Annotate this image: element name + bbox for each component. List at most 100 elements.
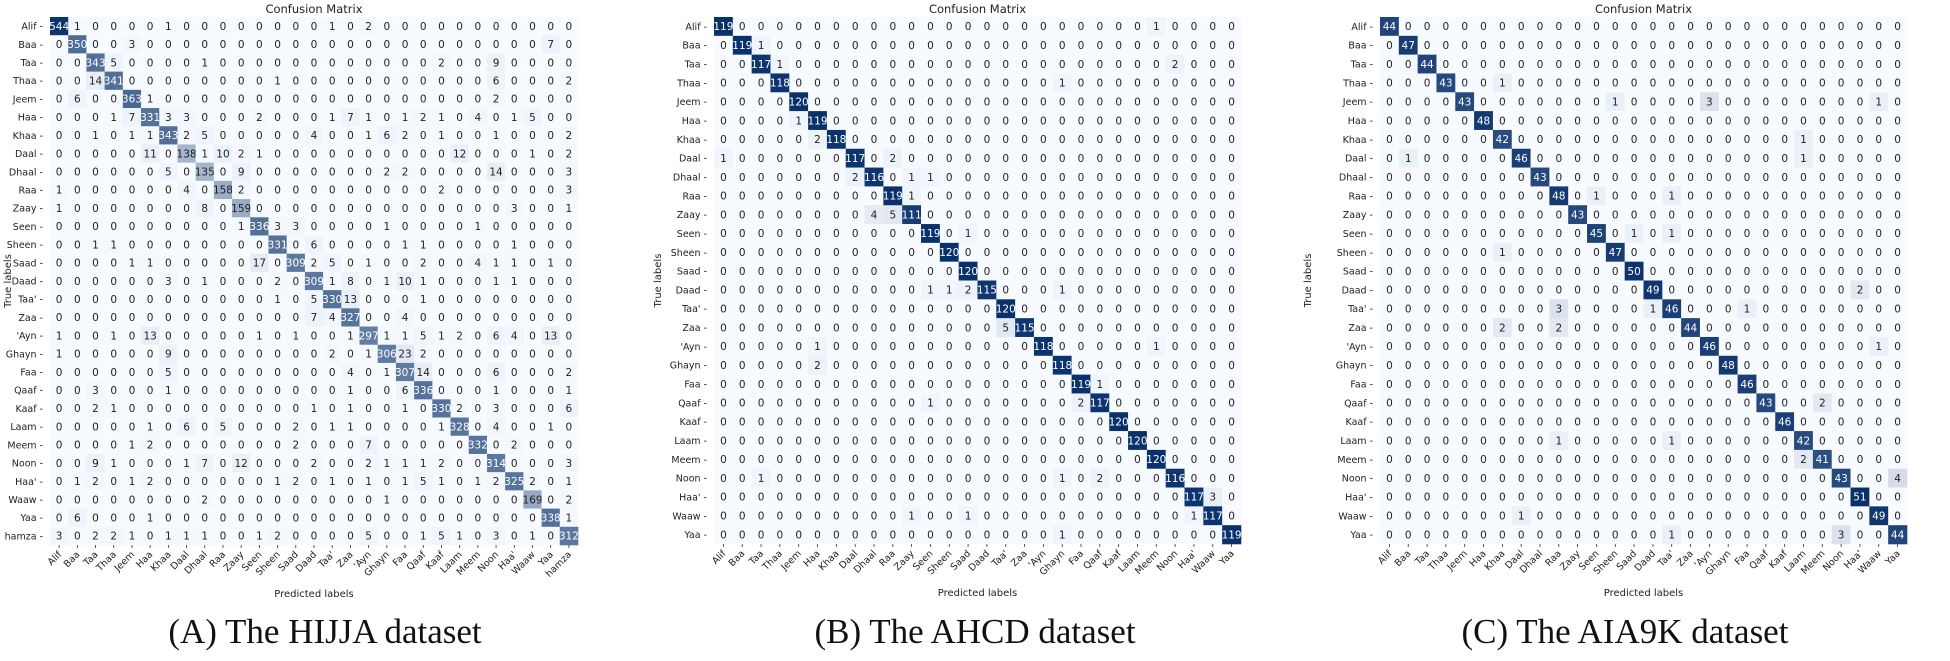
- heatmap-cell: [902, 17, 922, 37]
- heatmap-cell: [883, 73, 903, 93]
- cell-value: 0: [1228, 78, 1235, 90]
- cell-value: 0: [833, 529, 840, 541]
- heatmap-cell: [864, 318, 884, 338]
- heatmap-cell: [1831, 525, 1851, 545]
- heatmap-cell: [902, 242, 922, 262]
- heatmap-cell: [808, 374, 828, 394]
- heatmap-cell: [1015, 111, 1035, 131]
- cell-value: 0: [1537, 115, 1544, 127]
- heatmap-cell: [1109, 205, 1129, 225]
- heatmap-cell: [1511, 355, 1531, 375]
- cell-value: 0: [777, 96, 784, 108]
- heatmap-cell: [921, 35, 941, 55]
- cell-value: 0: [1518, 322, 1525, 334]
- heatmap-cell: [195, 235, 215, 254]
- heatmap-cell: [864, 242, 884, 262]
- cell-value: 0: [1021, 209, 1028, 221]
- heatmap-cell: [1015, 35, 1035, 55]
- heatmap-cell: [1737, 111, 1757, 131]
- heatmap-cell: [177, 108, 196, 127]
- cell-value: 328: [450, 421, 470, 433]
- cell-value: 0: [889, 59, 896, 71]
- heatmap-cell: [1128, 506, 1148, 526]
- heatmap-cell: [1605, 73, 1625, 93]
- heatmap-cell: [1831, 280, 1851, 300]
- cell-value: 1: [511, 239, 518, 251]
- cell-value: 0: [110, 349, 117, 361]
- heatmap-cell: [1888, 148, 1908, 168]
- cell-value: 0: [965, 153, 972, 165]
- heatmap-cell: [1699, 167, 1720, 187]
- cell-value: 0: [74, 258, 81, 270]
- heatmap-cell: [377, 126, 397, 145]
- cell-value: 0: [777, 247, 784, 259]
- cell-value: 0: [1386, 59, 1393, 71]
- heatmap-cell: [1718, 336, 1738, 357]
- cell-value: 0: [1405, 416, 1412, 428]
- heatmap-cell: [1549, 17, 1569, 37]
- heatmap-cell: [1812, 186, 1833, 206]
- cell-value: 1: [183, 458, 190, 470]
- cell-value: 0: [438, 203, 445, 215]
- cell-value: 6: [566, 403, 573, 415]
- heatmap-cell: [1831, 35, 1851, 55]
- cell-value: 0: [110, 512, 117, 524]
- heatmap-cell: [1146, 17, 1167, 37]
- heatmap-cell: [141, 490, 160, 509]
- heatmap-cell: [1850, 186, 1870, 206]
- cell-value: 4: [183, 185, 190, 197]
- heatmap-cell: [268, 199, 287, 218]
- cell-value: 0: [984, 247, 991, 259]
- heatmap-cell: [1549, 525, 1569, 545]
- cell-value: 0: [1857, 228, 1864, 240]
- cell-value: 0: [1078, 511, 1085, 523]
- y-tick-label: Haa -: [682, 116, 707, 127]
- heatmap-cell: [232, 17, 251, 36]
- cell-value: 0: [56, 276, 63, 288]
- heatmap-cell: [1203, 73, 1223, 93]
- heatmap-cell: [122, 199, 142, 218]
- cell-value: 0: [1461, 473, 1468, 485]
- heatmap-cell: [559, 362, 579, 382]
- cell-value: 0: [511, 531, 518, 543]
- cell-value: 1: [777, 59, 784, 71]
- cell-value: 0: [1668, 247, 1675, 259]
- heatmap-cell: [523, 381, 542, 400]
- cell-value: 0: [56, 221, 63, 233]
- heatmap-cell: [195, 126, 215, 145]
- cell-value: 0: [1875, 398, 1882, 410]
- cell-value: 0: [1857, 153, 1864, 165]
- cell-value: 0: [1706, 228, 1713, 240]
- heatmap-cell: [1605, 468, 1625, 488]
- cell-value: 0: [871, 304, 878, 316]
- cell-value: 0: [1574, 285, 1581, 297]
- heatmap-cell: [195, 344, 215, 364]
- cell-value: 0: [456, 185, 463, 197]
- heatmap-cell: [1699, 280, 1720, 300]
- cell-value: 0: [1209, 59, 1216, 71]
- heatmap-cell: [1436, 318, 1456, 338]
- heatmap-cell: [864, 280, 884, 300]
- heatmap-cell: [523, 71, 542, 91]
- cell-value: 0: [256, 494, 263, 506]
- heatmap-cell: [86, 217, 105, 236]
- heatmap-cell: [523, 344, 542, 364]
- heatmap-cell: [177, 490, 196, 509]
- heatmap-cell: [1681, 17, 1701, 37]
- heatmap-cell: [1222, 318, 1242, 338]
- heatmap-cell: [104, 308, 124, 327]
- cell-value: 0: [1443, 341, 1450, 353]
- cell-value: 42: [1797, 435, 1810, 447]
- cell-value: 0: [110, 221, 117, 233]
- heatmap-cell: [177, 180, 196, 200]
- heatmap-cell: [921, 487, 941, 507]
- heatmap-cell: [808, 318, 828, 338]
- cell-value: 0: [1096, 209, 1103, 221]
- cell-value: 0: [547, 403, 554, 415]
- cell-value: 14: [489, 167, 503, 179]
- heatmap-cell: [159, 162, 178, 182]
- heatmap-cell: [1128, 167, 1148, 187]
- heatmap-cell: [958, 280, 978, 300]
- cell-value: 0: [129, 421, 136, 433]
- cell-value: 0: [1443, 209, 1450, 221]
